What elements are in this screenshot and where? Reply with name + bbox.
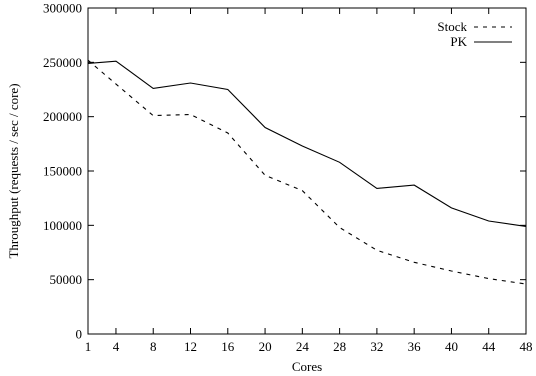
y-tick-label: 300000 — [43, 1, 82, 16]
x-tick-label: 32 — [370, 339, 383, 354]
series-line-pk — [87, 60, 527, 227]
x-axis-label: Cores — [292, 359, 322, 374]
y-tick-label: 0 — [76, 327, 83, 342]
x-tick-label: 40 — [445, 339, 458, 354]
axis-ticks — [87, 7, 527, 335]
y-tick-label: 100000 — [43, 218, 82, 233]
y-tick-label: 50000 — [50, 272, 83, 287]
x-tick-label: 48 — [520, 339, 533, 354]
axis-tick-labels: 1 4 8 12 16 20 24 28 32 36 40 44 4805000010000015000… — [43, 1, 533, 355]
x-tick-label: 44 — [482, 339, 496, 354]
plot-frame — [87, 7, 527, 335]
x-tick-label: 1 — [85, 339, 92, 354]
legend-label-pk: PK — [450, 34, 467, 49]
x-tick-label: 28 — [333, 339, 346, 354]
legend-label-stock: Stock — [437, 19, 467, 34]
x-tick-label: 20 — [259, 339, 272, 354]
y-tick-label: 200000 — [43, 109, 82, 124]
y-axis-label: Throughput (requests / sec / core) — [6, 83, 21, 258]
series-line-stock — [87, 59, 527, 285]
x-tick-label: 36 — [408, 339, 422, 354]
x-tick-label: 24 — [296, 339, 310, 354]
series-lines — [87, 59, 527, 285]
x-tick-label: 12 — [184, 339, 197, 354]
legend: Stock PK — [437, 19, 512, 49]
x-tick-label: 4 — [113, 339, 120, 354]
y-tick-label: 250000 — [43, 55, 82, 70]
x-tick-label: 8 — [150, 339, 157, 354]
y-tick-label: 150000 — [43, 164, 82, 179]
x-tick-label: 16 — [221, 339, 235, 354]
